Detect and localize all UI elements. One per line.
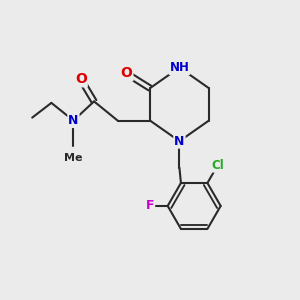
Text: N: N — [68, 114, 79, 127]
Text: F: F — [146, 200, 154, 212]
Text: Me: Me — [64, 153, 83, 163]
Text: N: N — [174, 135, 184, 148]
Text: NH: NH — [169, 61, 189, 74]
Text: Cl: Cl — [211, 159, 224, 172]
Text: O: O — [75, 72, 87, 86]
Text: O: O — [121, 66, 132, 80]
